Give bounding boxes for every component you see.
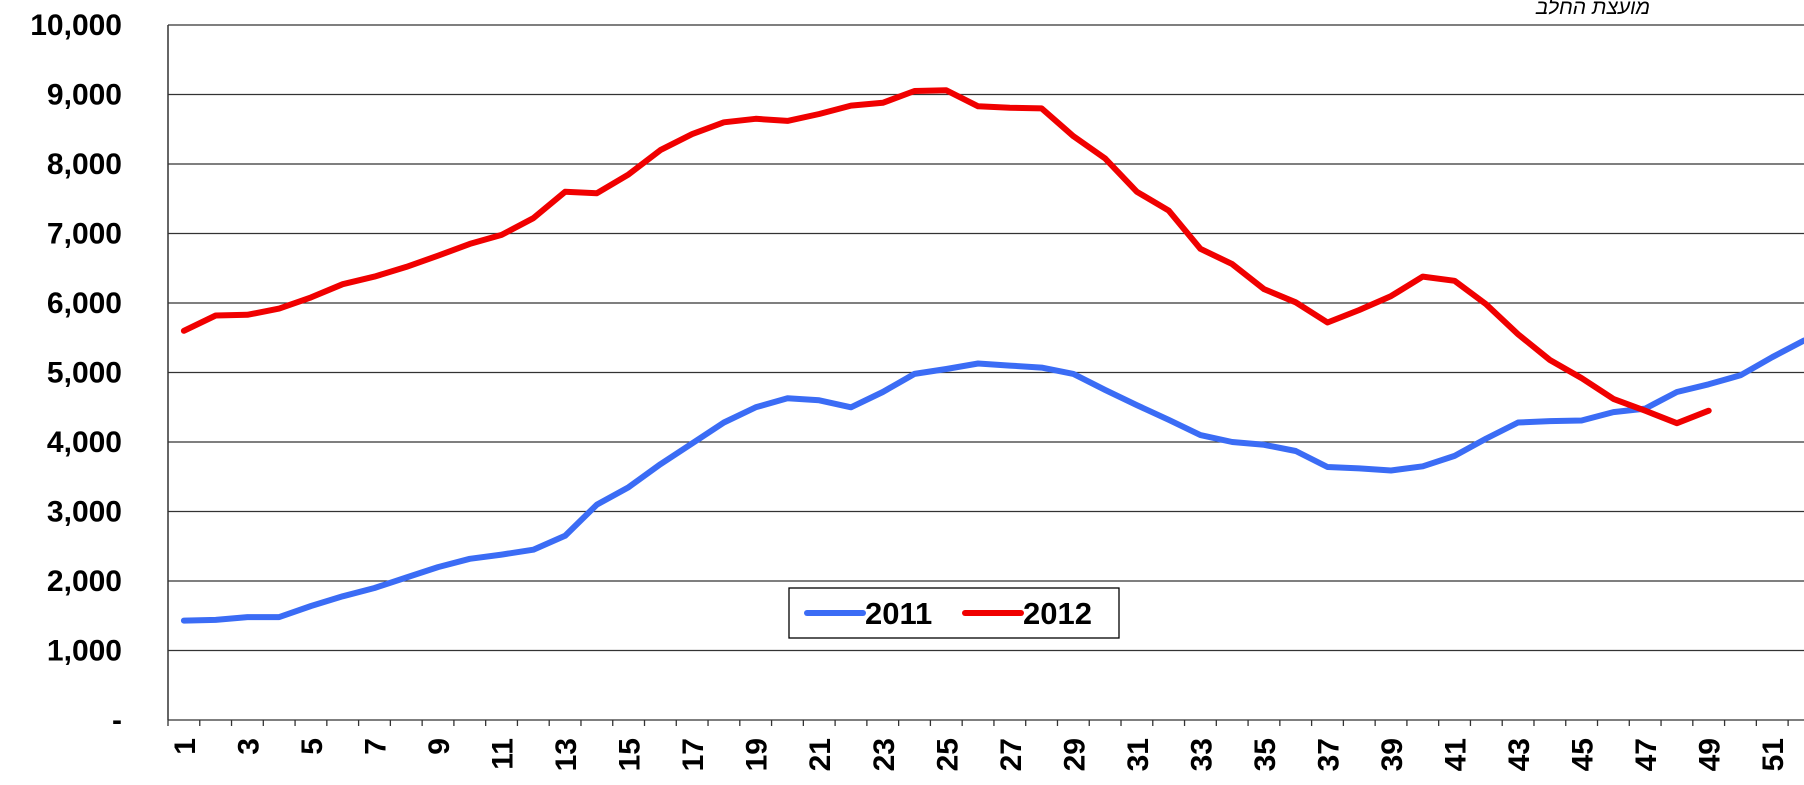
x-tick-label: 21 xyxy=(804,738,837,771)
x-tick-label: 17 xyxy=(677,738,710,771)
y-tick-label: 3,000 xyxy=(47,496,122,529)
x-tick-label: 43 xyxy=(1503,738,1536,771)
x-tick-label: 25 xyxy=(931,738,964,771)
y-tick-label: 8,000 xyxy=(47,148,122,181)
x-tick-label: 13 xyxy=(550,738,583,771)
y-tick-label: 7,000 xyxy=(47,218,122,251)
y-tick-label: 10,000 xyxy=(30,9,122,42)
x-tick-label: 35 xyxy=(1249,738,1282,771)
x-tick-label: 39 xyxy=(1376,738,1409,771)
x-tick-label: 29 xyxy=(1058,738,1091,771)
series-line xyxy=(180,337,1804,624)
legend-label: 2012 xyxy=(1023,596,1092,631)
y-tick-label: 9,000 xyxy=(47,79,122,112)
x-tick-label: 27 xyxy=(995,738,1028,771)
x-tick-label: 45 xyxy=(1567,738,1600,771)
x-tick-label: 19 xyxy=(741,738,774,771)
x-tick-label: 11 xyxy=(487,738,520,770)
y-tick-label: 1,000 xyxy=(47,635,122,668)
x-tick-label: 51 xyxy=(1757,738,1790,771)
y-tick-label: 4,000 xyxy=(47,426,122,459)
x-tick-label: 49 xyxy=(1694,738,1727,771)
x-tick-label: 33 xyxy=(1185,738,1218,771)
y-tick-label: 6,000 xyxy=(47,287,122,320)
x-tick-label: 1 xyxy=(169,738,202,755)
legend-label: 2011 xyxy=(865,596,932,631)
x-tick-label: 5 xyxy=(296,738,329,755)
x-tick-label: 7 xyxy=(359,738,392,755)
y-tick-label: 5,000 xyxy=(47,357,122,390)
x-tick-label: 31 xyxy=(1122,738,1155,771)
series-line xyxy=(180,87,1712,427)
x-tick-label: 37 xyxy=(1312,738,1345,771)
x-tick-label: 41 xyxy=(1440,738,1473,771)
source-note: מועצת החלב xyxy=(1535,0,1650,19)
x-tick-label: 47 xyxy=(1630,738,1663,771)
x-tick-label: 15 xyxy=(614,738,647,771)
x-tick-label: 3 xyxy=(232,738,265,755)
x-tick-label: 23 xyxy=(868,738,901,771)
y-tick-label: - xyxy=(112,704,122,737)
y-tick-label: 2,000 xyxy=(47,565,122,598)
x-tick-label: 9 xyxy=(423,738,456,755)
